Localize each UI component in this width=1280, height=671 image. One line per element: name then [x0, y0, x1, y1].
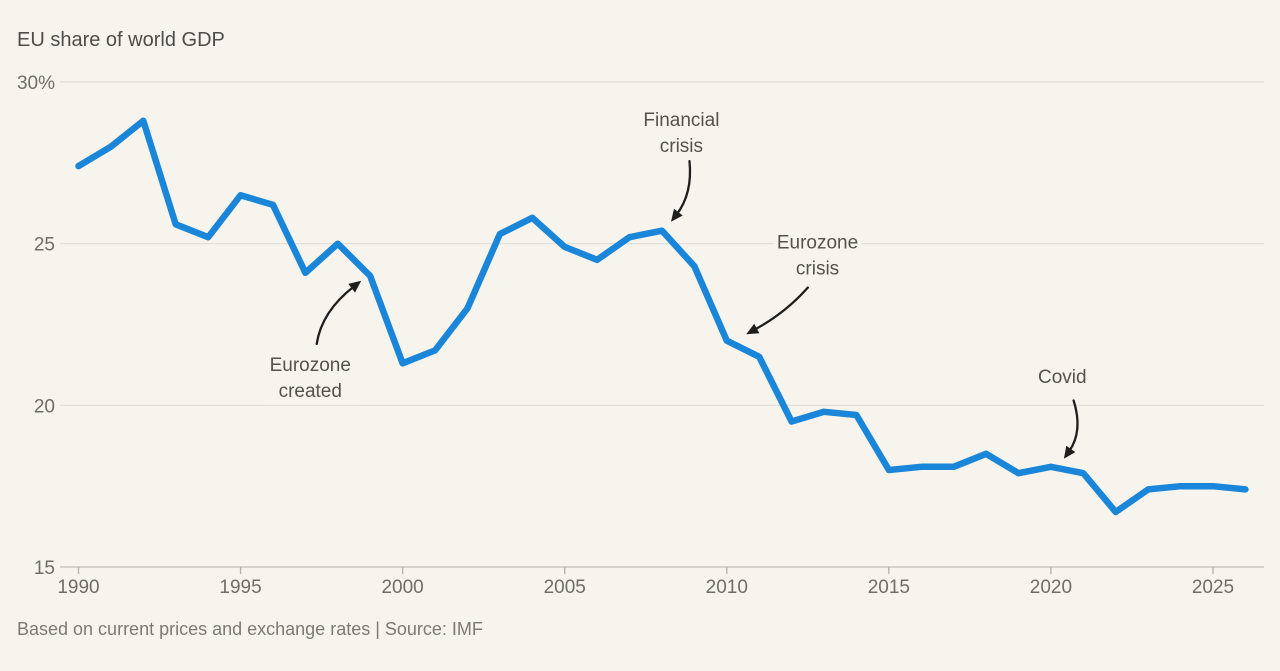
annotation-arrow-covid — [1067, 399, 1079, 453]
chart-footer: Based on current prices and exchange rat… — [17, 619, 483, 639]
annotation-label-eurozone-crisis: Eurozone crisis — [777, 233, 858, 280]
annotation-arrowhead-eurozone-created — [348, 280, 362, 293]
chart-title: EU share of world GDP — [17, 29, 225, 51]
annotation-bg-eurozone-created — [266, 350, 355, 405]
annotation-label-eurozone-created: Eurozone created — [270, 355, 351, 402]
x-axis-label-2020: 2020 — [1030, 577, 1072, 598]
annotation-arrowhead-covid — [1063, 445, 1076, 459]
annotation-label-covid: Covid — [1038, 367, 1087, 388]
annotation-bg-financial-crisis — [632, 105, 731, 160]
annotation-label-financial-crisis: Financial crisis — [643, 110, 719, 157]
gdp-share-line — [75, 117, 1249, 516]
y-axis-label-25: 25 — [34, 235, 55, 256]
annotation-arrow-eurozone-created — [315, 285, 356, 346]
x-axis-label-2010: 2010 — [706, 577, 748, 598]
annotation-bg-eurozone-crisis — [773, 228, 862, 283]
x-axis-label-2005: 2005 — [544, 577, 586, 598]
x-axis-label-2000: 2000 — [381, 577, 423, 598]
x-axis-label-1990: 1990 — [57, 577, 99, 598]
x-axis-label-1995: 1995 — [219, 577, 261, 598]
y-axis-label-20: 20 — [34, 396, 55, 417]
annotation-bg-covid — [1033, 362, 1092, 391]
x-axis-label-2015: 2015 — [868, 577, 910, 598]
x-axis-label-2025: 2025 — [1192, 577, 1234, 598]
annotation-arrow-financial-crisis — [675, 160, 692, 216]
annotation-arrow-eurozone-crisis — [752, 286, 809, 332]
y-axis-label-30: 30% — [17, 73, 55, 94]
y-axis-label-15: 15 — [34, 558, 55, 579]
annotation-arrowhead-financial-crisis — [671, 208, 683, 222]
annotation-arrowhead-eurozone-crisis — [746, 323, 760, 335]
